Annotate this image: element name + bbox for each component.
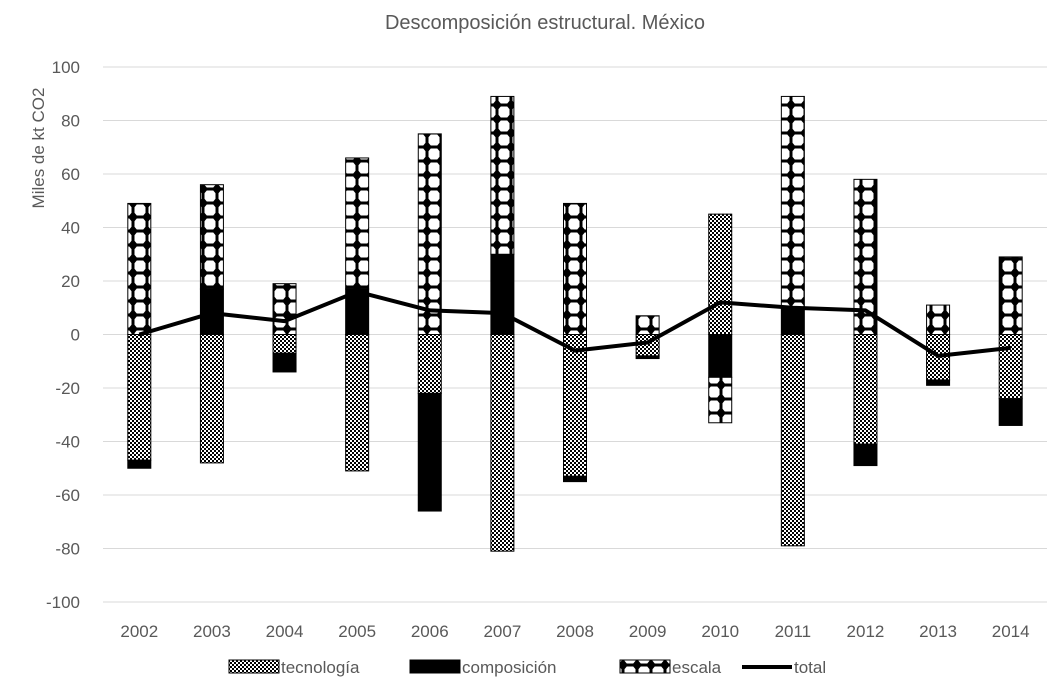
bar-tecnologia-2012 [853,334,878,445]
bar-tecnologia-2011 [780,334,805,547]
bar-tecnologia-2006 [417,334,442,394]
series-line-total [138,289,1011,358]
bar-composicion-2011 [780,307,805,335]
bar-composicion-2006 [417,392,442,512]
x-tick-label: 2008 [556,622,594,641]
x-tick-label: 2014 [992,622,1030,641]
legend-label: total [794,658,826,677]
bar-escala-2006 [417,133,442,335]
legend-label: tecnología [281,658,360,677]
y-tick-label: 20 [61,272,80,291]
x-tick-label: 2009 [629,622,667,641]
bar-tecnologia-2010 [708,213,733,335]
bar-escala-2014 [998,256,1023,335]
bar-escala-2010 [708,376,733,424]
x-tick-label: 2005 [338,622,376,641]
y-tick-label: 60 [61,165,80,184]
legend-item: total [742,658,826,677]
x-tick-label: 2011 [775,622,812,641]
bar-escala-2011 [780,95,805,309]
bar-composicion-2009 [635,355,660,360]
bar-escala-2012 [853,178,878,335]
y-tick-label: 80 [61,112,80,131]
bar-composicion-2014 [998,398,1023,426]
legend: tecnología composición escala total [228,658,826,677]
bar-tecnologia-2005 [345,334,370,472]
bar-tecnologia-2003 [199,334,224,464]
bar-composicion-2004 [272,352,297,373]
y-tick-label: 100 [52,58,80,77]
legend-label: composición [462,658,557,677]
bar-escala-2009 [635,315,660,335]
legend-swatch [409,659,461,674]
x-tick-label: 2013 [919,622,957,641]
y-tick-label: 0 [71,326,80,345]
x-tick-label: 2002 [120,622,158,641]
x-tick-label: 2006 [411,622,449,641]
x-tick-labels: 2002 2003 2004 2005 2006 2007 2008 2009 2010 2011… [120,622,1029,641]
bar-tecnologia-2007 [490,334,515,552]
chart-title: Descomposición estructural. México [385,12,705,34]
legend-item: escala [619,658,722,677]
bar-escala-2003 [199,184,224,290]
bar-tecnologia-2008 [563,334,587,477]
legend-swatch [619,659,671,674]
bar-escala-2004 [272,283,297,335]
bar-tecnologia-2014 [998,334,1023,400]
legend-item: composición [409,658,557,677]
bar-composicion-2008 [563,475,587,483]
x-tick-label: 2003 [193,622,231,641]
x-tick-label: 2004 [266,622,304,641]
y-tick-label: -40 [55,433,80,452]
bar-escala-2008 [563,202,587,335]
y-axis-label: Miles de kt CO2 [29,88,48,209]
bar-tecnologia-2004 [272,334,297,354]
bar-escala-2002 [127,202,152,335]
bar-composicion-2007 [490,253,515,335]
bar-escala-2007 [490,95,515,255]
bar-escala-2013 [926,304,951,336]
bar-escala-2005 [345,157,370,290]
y-tick-label: -100 [46,593,80,612]
legend-swatch [228,659,280,674]
bars [127,95,1023,552]
bar-composicion-2012 [853,443,878,467]
legend-label: escala [672,658,722,677]
bar-composicion-2002 [127,459,152,469]
total-line [138,289,1011,358]
y-tick-labels: -100 -80 -60 -40 -20 0 20 40 60 80 100 [46,58,80,612]
bar-composicion-2013 [926,379,951,386]
x-tick-label: 2007 [483,622,521,641]
legend-item: tecnología [228,658,360,677]
bar-composicion-2010 [708,334,733,378]
bar-tecnologia-2002 [127,334,152,461]
y-tick-label: -80 [55,540,80,559]
y-tick-label: -60 [55,486,80,505]
x-tick-label: 2010 [701,622,739,641]
x-tick-label: 2012 [847,622,885,641]
y-tick-label: -20 [55,379,80,398]
y-tick-label: 40 [61,219,80,238]
